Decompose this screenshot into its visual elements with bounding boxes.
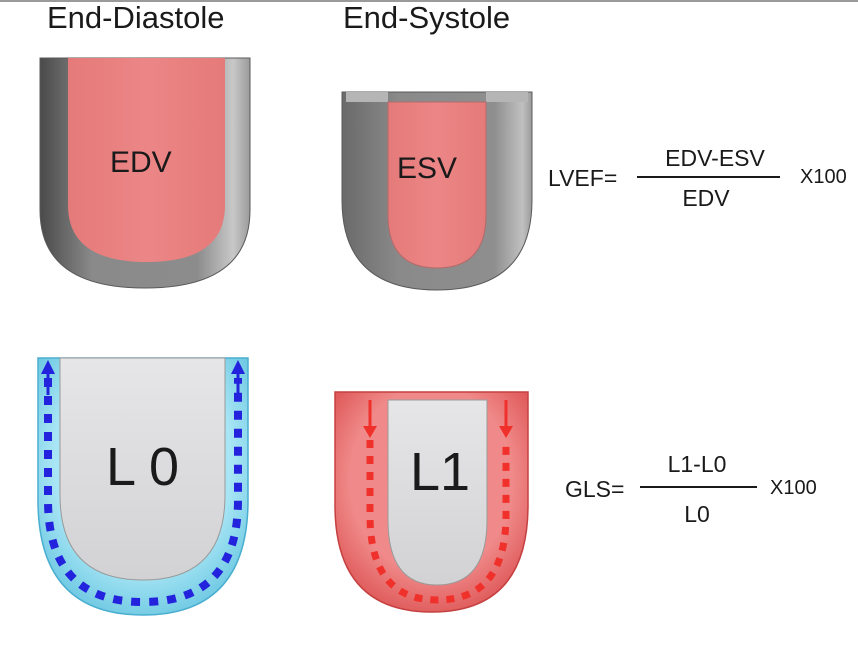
l0-inner-cavity — [59, 357, 226, 581]
edv-chamber — [68, 58, 225, 262]
esv-label: ESV — [397, 152, 457, 185]
esv-chamber — [387, 101, 487, 269]
l0-arrow-right — [231, 360, 245, 395]
gls-denominator: L0 — [684, 501, 710, 527]
l0-ventricle: L 0 — [37, 357, 249, 616]
l1-arrow-left — [363, 400, 377, 438]
gls-multiplier: X100 — [770, 477, 817, 499]
gls-formula: GLS= L1-L0 L0 X100 — [565, 451, 817, 527]
header-end-systole: End-Systole — [343, 0, 510, 35]
l1-inner-cavity — [387, 399, 488, 586]
l1-strain-dashed-path — [366, 440, 510, 604]
lvef-denominator: EDV — [682, 185, 730, 211]
esv-wall-top-right — [486, 92, 528, 102]
lvef-numerator: EDV-ESV — [665, 145, 765, 171]
edv-label: EDV — [110, 146, 172, 179]
l1-label: L1 — [410, 442, 470, 502]
gls-numerator: L1-L0 — [668, 451, 727, 477]
lvef-multiplier: X100 — [800, 166, 847, 188]
l0-strain-dashed-path — [44, 378, 242, 607]
l1-arrow-right — [499, 400, 513, 438]
l1-ventricle: L1 — [334, 391, 529, 613]
l0-arrow-left — [41, 360, 55, 395]
lvef-lhs: LVEF= — [548, 165, 617, 191]
esv-ventricle: ESV — [341, 91, 533, 291]
lvef-formula: LVEF= EDV-ESV EDV X100 — [548, 145, 847, 211]
header-end-diastole: End-Diastole — [47, 0, 224, 35]
l0-label: L 0 — [106, 437, 179, 497]
edv-ventricle: EDV — [39, 57, 251, 289]
esv-wall-top-left — [346, 92, 388, 102]
gls-lhs: GLS= — [565, 476, 624, 502]
